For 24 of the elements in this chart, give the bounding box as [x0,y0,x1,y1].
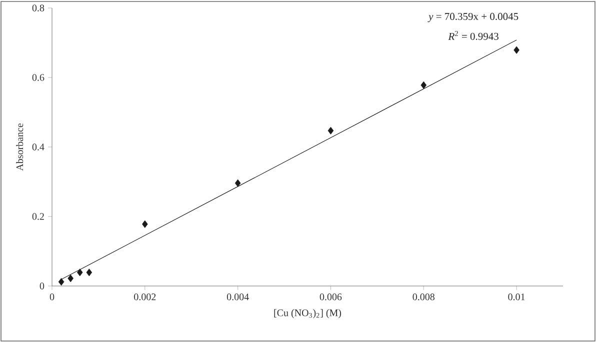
x-tick-label: 0.006 [320,294,342,300]
point [76,268,83,276]
x-tick-label: 0.008 [412,294,435,300]
x-tick-label: 0.004 [226,294,249,300]
point [328,126,334,134]
y-tick-label: 0.2 [32,213,44,220]
y-axis-title: Absorbance [16,123,24,171]
x-tick-label: 0 [50,294,54,300]
point [420,81,427,89]
annotation: y = 70.359x + 0.0045 [428,12,518,22]
point [234,179,241,187]
y-tick-label: 0.8 [32,4,44,12]
x-tick-label: 0.01 [508,294,525,300]
point [68,274,74,282]
annotation: R$^{2}$ = 0.9943 [448,30,498,40]
x-axis-title: [Cu (NO$_{3}$)$_{2}$] (M) [274,309,342,318]
x-tick-label: 0.002 [134,294,156,300]
point [86,268,92,276]
y-tick-label: 0 [40,282,44,290]
point [514,46,520,54]
point [58,278,64,286]
y-tick-label: 0.6 [32,74,44,81]
y-tick-label: 0.4 [32,144,44,150]
point [142,220,148,228]
